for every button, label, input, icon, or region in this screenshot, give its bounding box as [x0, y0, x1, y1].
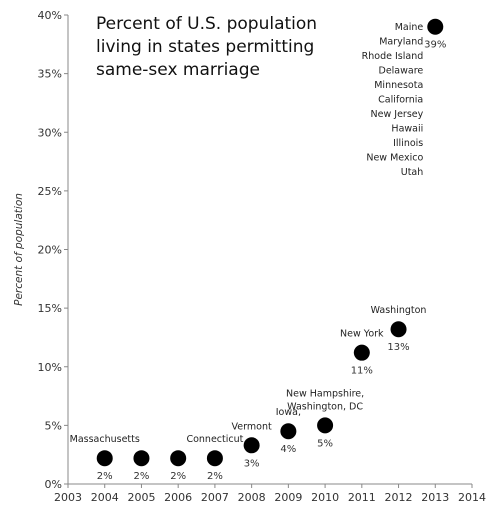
point-label: New Jersey	[371, 109, 424, 120]
point-label: Massachusetts	[70, 434, 140, 445]
x-tick-label: 2004	[91, 491, 119, 504]
value-label: 11%	[351, 366, 373, 377]
value-label: 3%	[244, 458, 260, 469]
y-tick-label: 5%	[45, 419, 62, 432]
x-tick-label: 2011	[348, 491, 376, 504]
y-tick-label: 15%	[38, 302, 62, 315]
point-label: Utah	[401, 167, 424, 178]
point-label: Iowa,	[276, 407, 301, 418]
value-label: 13%	[387, 342, 409, 353]
value-label: 2%	[97, 471, 113, 482]
y-tick-label: 25%	[38, 185, 62, 198]
chart-title: Percent of U.S. population living in stat…	[96, 14, 317, 80]
point-label: New Hampshire,	[286, 388, 364, 399]
data-points	[96, 18, 444, 467]
axes: 0% 5% 10% 15% 20% 25% 30% 35% 40% 2003 2004 2005 200…	[38, 9, 486, 504]
x-tick-label: 2009	[274, 491, 302, 504]
x-tick-label: 2012	[385, 491, 413, 504]
data-point	[206, 450, 223, 467]
value-label: 2%	[207, 471, 223, 482]
value-label: 39%	[424, 40, 446, 51]
data-point	[170, 450, 187, 467]
data-point	[317, 417, 334, 434]
chart-title-line: same-sex marriage	[96, 60, 260, 80]
data-point	[96, 450, 113, 467]
point-label: Washington, DC	[287, 401, 363, 412]
value-label: 5%	[317, 438, 333, 449]
x-tick-label: 2013	[421, 491, 449, 504]
x-tick-label: 2005	[127, 491, 155, 504]
y-tick-label: 40%	[38, 9, 62, 22]
data-point	[133, 450, 150, 467]
point-label: Washington	[371, 305, 427, 316]
point-label: Vermont	[232, 421, 272, 432]
y-tick-label: 20%	[38, 244, 62, 257]
point-label: Hawaii	[391, 124, 423, 135]
data-point	[243, 437, 260, 454]
chart-title-line: living in states permitting	[96, 37, 314, 57]
x-tick-label: 2007	[201, 491, 229, 504]
y-tick-label: 30%	[38, 126, 62, 139]
chart-title-line: Percent of U.S. population	[96, 14, 317, 34]
point-label: Maine	[395, 22, 424, 33]
data-point	[390, 321, 407, 338]
x-tick-label: 2008	[238, 491, 266, 504]
point-label: Minnesota	[374, 80, 423, 91]
point-label: New York	[340, 329, 384, 340]
point-labels: 2% Massachusetts 2% 2% 2% Connecticut 3% Vermon…	[70, 22, 447, 482]
value-label: 2%	[170, 471, 186, 482]
x-tick-label: 2003	[54, 491, 82, 504]
point-label: Maryland	[379, 37, 423, 48]
value-label: 2%	[134, 471, 150, 482]
y-tick-label: 0%	[45, 478, 62, 491]
point-label: California	[378, 95, 423, 106]
x-tick-label: 2014	[458, 491, 486, 504]
y-axis-label-group: Percent of population	[13, 193, 25, 306]
y-axis-label: Percent of population	[13, 193, 25, 306]
point-label: Rhode Island	[362, 51, 424, 62]
y-tick-label: 10%	[38, 361, 62, 374]
point-label: Delaware	[379, 66, 424, 77]
data-point	[280, 423, 297, 440]
point-label: New Mexico	[366, 153, 423, 164]
x-tick-label: 2010	[311, 491, 339, 504]
value-label: 4%	[280, 444, 296, 455]
x-tick-label: 2006	[164, 491, 192, 504]
point-label: Connecticut	[186, 434, 243, 445]
y-tick-label: 35%	[38, 68, 62, 81]
data-point	[353, 344, 370, 361]
data-point	[427, 18, 444, 35]
point-label: Illinois	[393, 138, 423, 149]
